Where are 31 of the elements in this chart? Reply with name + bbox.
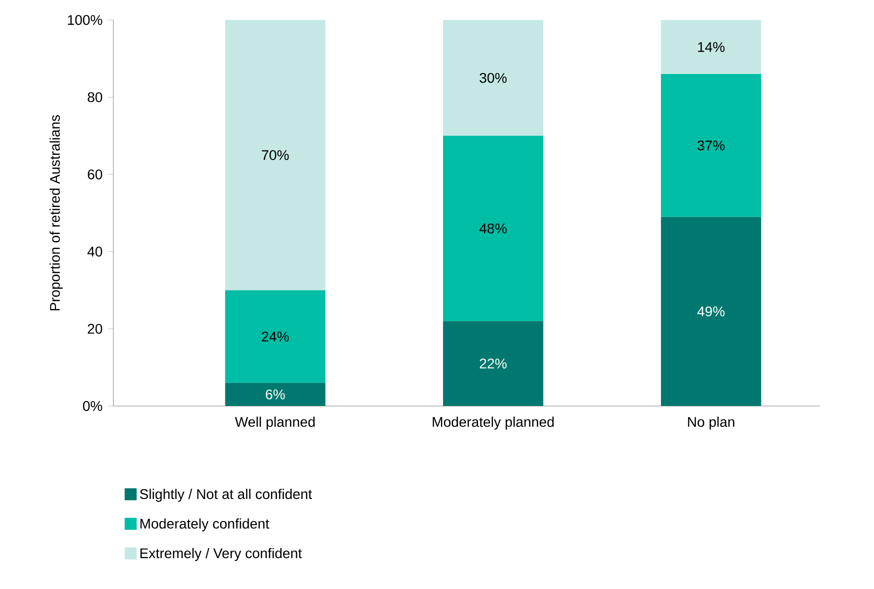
bar <box>225 382 326 406</box>
bar <box>443 20 544 136</box>
y-tick-label: 0% <box>83 401 102 411</box>
y-tick-label: 20 <box>88 324 102 334</box>
data-label: 48% <box>479 223 507 234</box>
bar <box>443 321 544 406</box>
bar <box>443 136 544 322</box>
data-label: 30% <box>480 72 507 83</box>
data-label: 49% <box>697 306 725 316</box>
x-tick-label: Well planned <box>234 416 315 430</box>
data-label: 70% <box>262 150 289 160</box>
bar <box>660 20 762 74</box>
data-label: 24% <box>262 332 289 342</box>
y-tick-label: 100% <box>68 15 102 25</box>
y-axis-title: Proportion of retired Australians <box>50 115 63 310</box>
legend-label: Moderately confident <box>140 518 270 532</box>
data-label: 22% <box>480 358 507 368</box>
legend-label: Extremely / Very confident <box>140 548 302 562</box>
y-tick-label: 60 <box>88 169 102 180</box>
bar <box>660 216 762 406</box>
y-tick-label: 80 <box>88 92 102 102</box>
bar <box>225 290 326 383</box>
bar <box>225 20 326 290</box>
y-tick-label: 40 <box>87 246 102 257</box>
x-tick-label: Moderately planned <box>432 416 554 430</box>
data-label: 14% <box>698 42 725 52</box>
bar <box>660 74 762 217</box>
legend-label: Slightly / Not at all confident <box>140 488 312 502</box>
x-tick-label: No plan <box>688 416 734 430</box>
data-label: 6% <box>266 389 285 400</box>
data-label: 37% <box>698 140 725 150</box>
